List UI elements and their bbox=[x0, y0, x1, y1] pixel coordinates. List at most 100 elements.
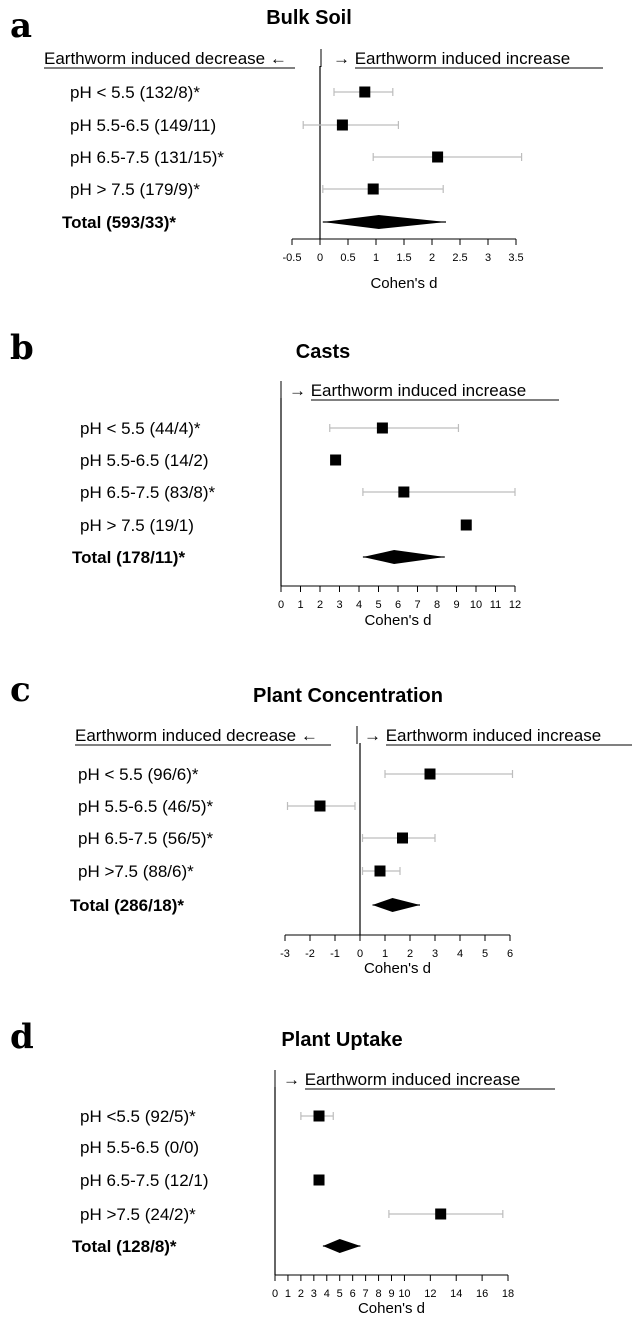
row-label: pH > 7.5 (179/9)* bbox=[70, 180, 200, 199]
increase-label: → Earthworm induced increase bbox=[283, 1070, 520, 1089]
x-tick-label: 2 bbox=[317, 599, 323, 611]
x-tick-label: 16 bbox=[476, 1288, 488, 1300]
x-axis-title: Cohen's d bbox=[364, 960, 431, 977]
panel-letter: d bbox=[10, 1017, 34, 1057]
panel-d: d Plant Uptake → Earthworm induced increas… bbox=[10, 1017, 555, 1317]
row-label: pH 5.5-6.5 (149/11) bbox=[70, 116, 216, 135]
x-tick-label: -1 bbox=[330, 948, 340, 960]
effect-square bbox=[330, 454, 342, 466]
summary-diamond bbox=[372, 898, 420, 912]
effect-square bbox=[398, 486, 410, 498]
total-label: Total (178/11)* bbox=[72, 548, 185, 567]
increase-label: → Earthworm induced increase bbox=[289, 381, 526, 400]
panel-letter: a bbox=[10, 6, 32, 46]
x-tick-label: 14 bbox=[450, 1288, 462, 1300]
panel-title: Casts bbox=[296, 341, 350, 363]
effect-square bbox=[460, 519, 472, 531]
x-tick-label: 10 bbox=[398, 1288, 410, 1300]
summary-diamond bbox=[322, 215, 446, 229]
summary-diamond bbox=[362, 550, 445, 564]
x-tick-label: 5 bbox=[375, 599, 381, 611]
decrease-label: Earthworm induced decrease ← bbox=[75, 726, 318, 745]
x-tick-label: 3 bbox=[336, 599, 342, 611]
x-tick-label: 6 bbox=[507, 948, 513, 960]
panel-b: b Casts → Earthworm induced increase pH < 5… bbox=[10, 328, 559, 629]
x-tick-label: 9 bbox=[388, 1288, 394, 1300]
total-label: Total (286/18)* bbox=[70, 896, 184, 915]
x-tick-label: 9 bbox=[453, 599, 459, 611]
row-label: pH 5.5-6.5 (46/5)* bbox=[78, 797, 214, 816]
row-label: pH 5.5-6.5 (0/0) bbox=[80, 1138, 199, 1157]
effect-square bbox=[397, 832, 408, 844]
effect-square bbox=[359, 86, 371, 98]
effect-square bbox=[374, 865, 386, 877]
x-tick-label: 5 bbox=[482, 948, 488, 960]
x-tick-label: 3 bbox=[432, 948, 438, 960]
effect-square bbox=[376, 422, 388, 434]
panel-title: Bulk Soil bbox=[266, 7, 352, 29]
effect-square bbox=[424, 768, 436, 780]
row-label: pH 5.5-6.5 (14/2) bbox=[80, 451, 209, 470]
row-label: pH < 5.5 (96/6)* bbox=[78, 765, 199, 784]
decrease-label: Earthworm induced decrease ← bbox=[44, 49, 287, 68]
row-label: pH >7.5 (88/6)* bbox=[78, 862, 194, 881]
row-label: pH 6.5-7.5 (56/5)* bbox=[78, 829, 214, 848]
x-tick-label: 1 bbox=[373, 252, 379, 264]
x-tick-label: 12 bbox=[509, 599, 521, 611]
effect-square bbox=[313, 1110, 325, 1122]
x-tick-label: 11 bbox=[490, 599, 501, 611]
panel-a: a Bulk Soil Earthworm induced decrease ← → … bbox=[10, 6, 603, 292]
x-tick-label: 2 bbox=[407, 948, 413, 960]
total-label: Total (128/8)* bbox=[72, 1237, 177, 1256]
x-tick-label: 4 bbox=[324, 1288, 330, 1300]
x-tick-label: 0 bbox=[357, 948, 363, 960]
x-tick-label: 0.5 bbox=[340, 252, 355, 264]
row-label: pH >7.5 (24/2)* bbox=[80, 1205, 196, 1224]
x-axis-title: Cohen's d bbox=[364, 612, 431, 629]
row-label: pH 6.5-7.5 (131/15)* bbox=[70, 148, 224, 167]
x-tick-label: 1 bbox=[297, 599, 303, 611]
x-tick-label: 0 bbox=[317, 252, 323, 264]
panel-letter: c bbox=[10, 670, 31, 710]
effect-square bbox=[367, 183, 379, 195]
x-tick-label: 3.5 bbox=[508, 252, 523, 264]
x-tick-label: 2 bbox=[298, 1288, 304, 1300]
effect-square bbox=[314, 800, 326, 812]
effect-square bbox=[432, 151, 444, 163]
row-label: pH < 5.5 (132/8)* bbox=[70, 83, 200, 102]
x-tick-label: 5 bbox=[337, 1288, 343, 1300]
x-tick-label: 2.5 bbox=[452, 252, 467, 264]
panel-letter: b bbox=[10, 328, 34, 368]
x-tick-label: 0 bbox=[278, 599, 284, 611]
x-tick-label: 7 bbox=[414, 599, 420, 611]
x-axis-title: Cohen's d bbox=[370, 275, 437, 292]
row-label: pH 6.5-7.5 (83/8)* bbox=[80, 483, 216, 502]
x-tick-label: -3 bbox=[280, 948, 290, 960]
effect-square bbox=[313, 1174, 325, 1186]
effect-square bbox=[435, 1208, 447, 1220]
panel-title: Plant Concentration bbox=[253, 685, 443, 707]
effect-square bbox=[336, 119, 348, 131]
panel-c: c Plant Concentration Earthworm induced de… bbox=[10, 670, 632, 977]
x-tick-label: 8 bbox=[434, 599, 440, 611]
increase-label: → Earthworm induced increase bbox=[364, 726, 601, 745]
x-tick-label: -0.5 bbox=[283, 252, 302, 264]
row-label: pH <5.5 (92/5)* bbox=[80, 1107, 196, 1126]
x-tick-label: 12 bbox=[424, 1288, 436, 1300]
x-tick-label: 1 bbox=[382, 948, 388, 960]
x-tick-label: 10 bbox=[470, 599, 482, 611]
total-label: Total (593/33)* bbox=[62, 213, 176, 232]
increase-label: → Earthworm induced increase bbox=[333, 49, 570, 68]
row-label: pH > 7.5 (19/1) bbox=[80, 516, 194, 535]
x-tick-label: 3 bbox=[311, 1288, 317, 1300]
x-tick-label: 6 bbox=[350, 1288, 356, 1300]
x-tick-label: 1.5 bbox=[396, 252, 411, 264]
row-label: pH 6.5-7.5 (12/1) bbox=[80, 1171, 209, 1190]
x-tick-label: 0 bbox=[272, 1288, 278, 1300]
panel-title: Plant Uptake bbox=[281, 1029, 402, 1051]
x-tick-label: -2 bbox=[305, 948, 315, 960]
x-tick-label: 3 bbox=[485, 252, 491, 264]
x-axis-title: Cohen's d bbox=[358, 1300, 425, 1317]
x-tick-label: 2 bbox=[429, 252, 435, 264]
